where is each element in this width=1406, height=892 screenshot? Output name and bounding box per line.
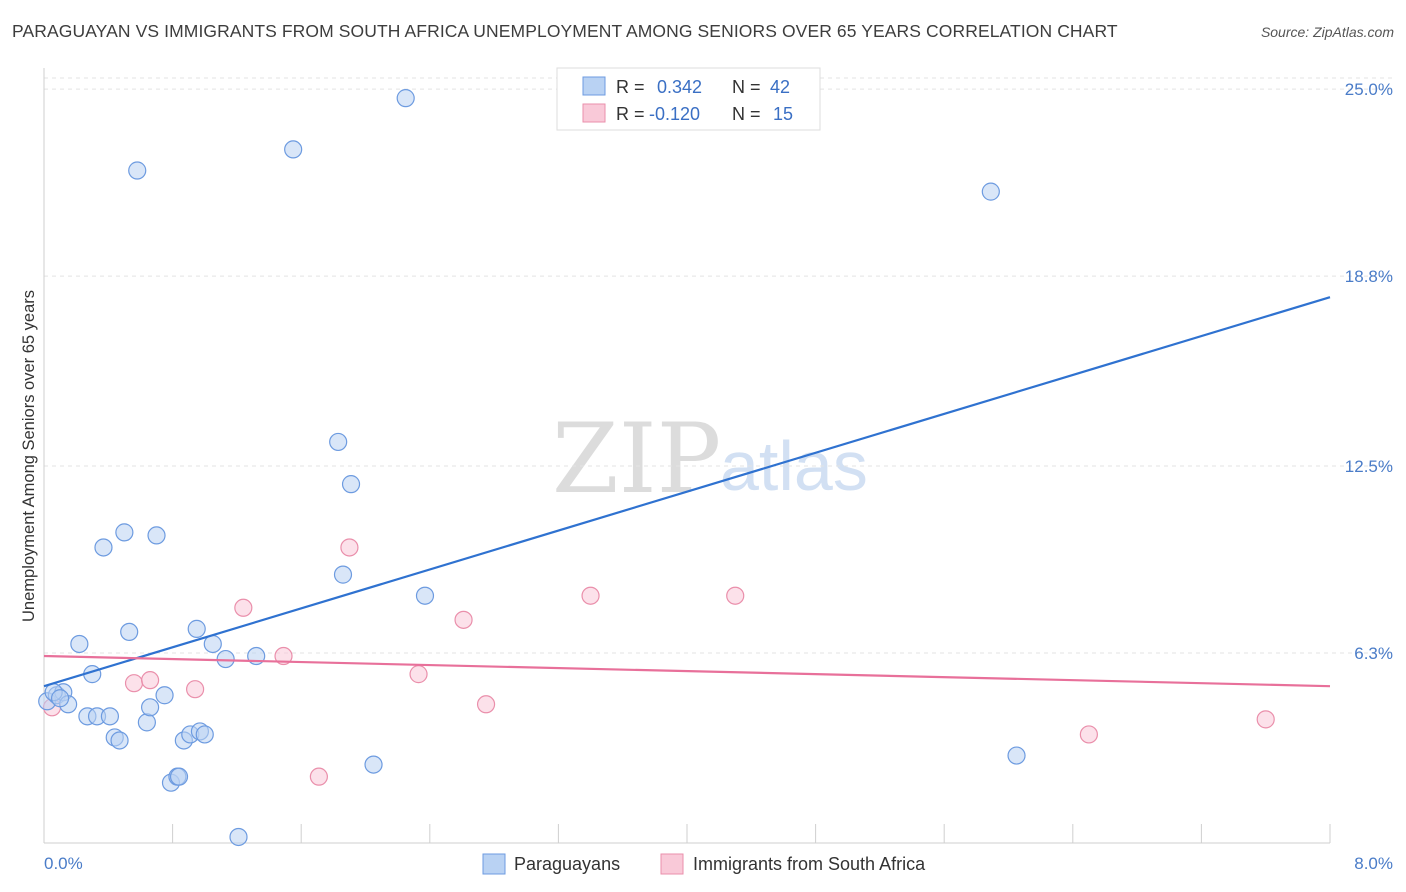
- paraguayans-point-12: [115, 523, 134, 542]
- paraguayans-point-13: [120, 622, 139, 642]
- y-tick-label-3: 25.0%: [1345, 80, 1393, 99]
- legend-r-value-1: 0.342: [657, 77, 702, 97]
- y-axis-title: Unemployment Among Seniors over 65 years: [20, 290, 38, 622]
- legend-box: R = 0.342 N = 42 R = -0.120 N = 15: [556, 67, 821, 131]
- immigrants-point-6: [309, 767, 328, 786]
- bottom-legend-label-immigrants: Immigrants from South Africa: [693, 854, 926, 874]
- paraguayans-point-11: [110, 731, 129, 750]
- paraguayans-point-38: [981, 182, 1000, 201]
- paraguayans-point-16: [140, 698, 160, 717]
- paraguayans-point-18: [155, 686, 174, 705]
- paraguayans-point-15: [137, 713, 156, 732]
- trend-lines: [43, 296, 1331, 688]
- trend-line-paraguayans: [43, 296, 1331, 688]
- paraguayans-point-29: [229, 827, 248, 847]
- x-tick-label-min: 0.0%: [44, 854, 83, 873]
- legend-r-label-1: R =: [616, 77, 645, 97]
- immigrants-point-11: [581, 586, 600, 605]
- paraguayans-point-4: [70, 634, 89, 654]
- y-tick-labels: 6.3% 12.5% 18.8% 25.0%: [1345, 80, 1393, 663]
- immigrants-point-10: [476, 695, 496, 714]
- paraguayans-point-37: [364, 755, 383, 774]
- paraguayans-point-41: [50, 689, 70, 708]
- immigrants-point-5: [274, 646, 293, 666]
- immigrants-point-14: [1256, 710, 1275, 729]
- immigrants-point-9: [454, 610, 473, 629]
- immigrants-point-12: [726, 586, 745, 605]
- legend-n-label-1: N =: [732, 77, 761, 97]
- legend-swatch-paraguayans: [582, 76, 606, 96]
- paraguayans-point-8: [94, 538, 113, 557]
- paraguayans-point-9: [100, 707, 120, 726]
- paraguayans-point-32: [329, 432, 348, 452]
- y-tick-label-0: 6.3%: [1354, 644, 1393, 663]
- series-paraguayans-points: [38, 89, 1026, 847]
- paraguayans-point-36: [415, 586, 435, 605]
- bottom-legend: Paraguayans Immigrants from South Africa: [482, 853, 926, 875]
- bottom-legend-swatch-paraguayans: [482, 853, 506, 875]
- x-tick-label-max: 8.0%: [1354, 854, 1393, 873]
- legend-n-label-2: N =: [732, 104, 761, 124]
- paraguayans-point-14: [128, 161, 147, 180]
- paraguayans-point-31: [284, 140, 303, 159]
- paraguayans-point-24: [187, 619, 206, 638]
- y-tick-label-2: 18.8%: [1345, 267, 1393, 286]
- watermark-atlas: atlas: [720, 427, 868, 505]
- legend-swatch-immigrants: [582, 103, 606, 123]
- watermark-zip: ZIP: [552, 403, 721, 515]
- immigrants-point-1: [124, 674, 144, 693]
- legend-n-value-1: 42: [770, 77, 790, 97]
- paraguayans-point-21: [169, 767, 189, 786]
- paraguayans-point-34: [341, 475, 361, 494]
- immigrants-point-4: [234, 598, 253, 617]
- paraguayans-point-35: [396, 89, 415, 108]
- bottom-legend-swatch-immigrants: [660, 853, 684, 875]
- immigrants-point-3: [186, 680, 205, 699]
- legend-n-value-2: 15: [773, 104, 793, 124]
- legend-r-value-2: -0.120: [649, 104, 700, 124]
- paraguayans-point-28: [216, 649, 235, 669]
- immigrants-point-7: [340, 538, 359, 557]
- paraguayans-point-33: [333, 565, 353, 584]
- paraguayans-point-17: [147, 526, 166, 545]
- x-ticks: [43, 824, 1331, 843]
- immigrants-point-13: [1079, 725, 1098, 744]
- legend-r-label-2: R =: [616, 104, 645, 124]
- paraguayans-point-26: [195, 725, 214, 744]
- paraguayans-point-39: [1007, 746, 1026, 765]
- y-tick-label-1: 12.5%: [1345, 457, 1393, 476]
- trend-line-immigrants: [43, 654, 1331, 688]
- immigrants-point-8: [409, 665, 428, 684]
- bottom-legend-label-paraguayans: Paraguayans: [514, 854, 620, 874]
- chart-title: PARAGUAYAN VS IMMIGRANTS FROM SOUTH AFRI…: [12, 21, 1118, 41]
- source-label: Source: ZipAtlas.com: [1260, 24, 1394, 40]
- immigrants-point-2: [140, 671, 160, 690]
- grid-lines: [44, 77, 1393, 654]
